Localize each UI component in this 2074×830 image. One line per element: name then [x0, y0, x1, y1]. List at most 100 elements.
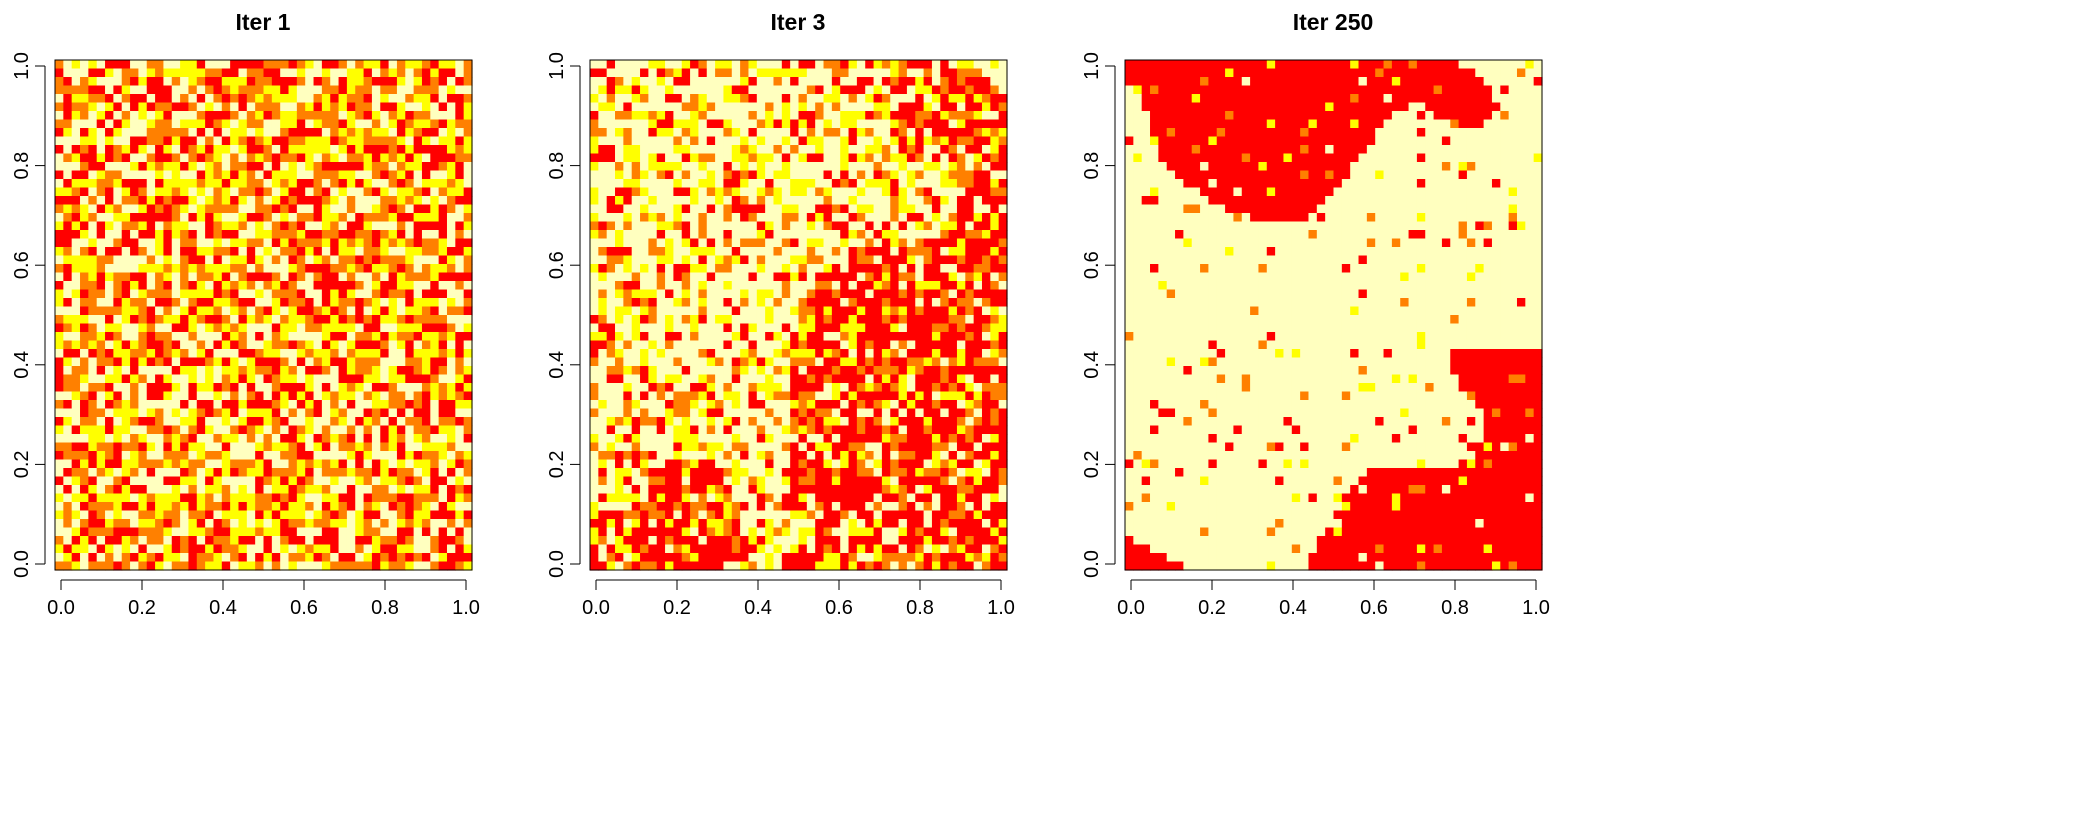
- heatmap-cell: [413, 434, 423, 444]
- heatmap-cell: [405, 306, 415, 316]
- heatmap-cell: [80, 289, 89, 299]
- heatmap-cell: [773, 264, 783, 274]
- heatmap-cell: [965, 179, 975, 189]
- heatmap-cell: [188, 476, 198, 486]
- heatmap-cell: [631, 238, 641, 248]
- heatmap-cell: [388, 374, 398, 384]
- heatmap-cell: [263, 468, 273, 478]
- heatmap-cell: [405, 536, 415, 546]
- heatmap-cell: [305, 544, 315, 554]
- heatmap-cell: [990, 366, 1000, 376]
- heatmap-cell: [615, 145, 624, 155]
- heatmap-cell: [806, 255, 816, 265]
- heatmap-cell: [640, 357, 649, 367]
- heatmap-cell: [806, 281, 816, 291]
- heatmap-cell: [155, 204, 165, 214]
- heatmap-cell: [881, 170, 891, 180]
- heatmap-cell: [196, 332, 206, 342]
- heatmap-cell: [246, 272, 256, 282]
- heatmap-cell: [606, 187, 616, 197]
- heatmap-cell: [355, 153, 365, 163]
- heatmap-cell: [338, 221, 348, 231]
- heatmap-cell: [63, 213, 73, 223]
- heatmap-cell: [188, 391, 198, 401]
- heatmap-cell: [915, 68, 925, 78]
- heatmap-cell: [865, 170, 875, 180]
- heatmap-cell: [80, 264, 89, 274]
- heatmap-cell: [956, 128, 966, 138]
- heatmap-cell: [296, 179, 306, 189]
- heatmap-cell: [388, 136, 398, 146]
- heatmap-cell: [690, 323, 700, 333]
- heatmap-cell: [923, 247, 933, 257]
- heatmap-cell: [255, 519, 265, 529]
- heatmap-cell: [598, 60, 608, 70]
- heatmap-cell: [790, 221, 800, 231]
- heatmap-cell: [640, 238, 649, 248]
- heatmap-cell: [590, 357, 599, 367]
- heatmap-cell: [146, 306, 156, 316]
- heatmap-cell: [313, 179, 323, 189]
- heatmap-cell: [723, 60, 733, 70]
- heatmap-cell: [388, 451, 398, 461]
- heatmap-cell: [455, 391, 465, 401]
- heatmap-cell: [455, 400, 465, 410]
- heatmap-cell: [180, 213, 190, 223]
- heatmap-cell: [906, 196, 916, 206]
- heatmap-cell: [438, 204, 448, 214]
- heatmap-cell: [180, 349, 190, 359]
- heatmap-cell: [163, 281, 173, 291]
- heatmap-cell: [965, 366, 975, 376]
- heatmap-cell: [155, 315, 165, 325]
- heatmap-cell: [96, 417, 106, 427]
- heatmap-cell: [931, 340, 941, 350]
- heatmap-cell: [973, 136, 983, 146]
- heatmap-cell: [88, 391, 98, 401]
- heatmap-cell: [288, 468, 298, 478]
- heatmap-cell: [405, 357, 415, 367]
- heatmap-cell: [113, 196, 123, 206]
- heatmap-cell: [681, 128, 691, 138]
- heatmap-cell: [848, 204, 858, 214]
- heatmap-cell: [706, 213, 716, 223]
- heatmap-cell: [338, 247, 348, 257]
- heatmap-cell: [355, 272, 365, 282]
- heatmap-cell: [990, 323, 1000, 333]
- heatmap-cell: [948, 315, 958, 325]
- heatmap-cell: [421, 187, 431, 197]
- heatmap-cell: [998, 68, 1008, 78]
- heatmap-cell: [421, 255, 431, 265]
- heatmap-cell: [463, 519, 473, 529]
- heatmap-cell: [765, 77, 775, 87]
- heatmap-cell: [371, 128, 381, 138]
- heatmap-cell: [338, 204, 348, 214]
- heatmap-cell: [238, 553, 248, 563]
- heatmap-cell: [355, 128, 365, 138]
- heatmap-cell: [388, 145, 398, 155]
- heatmap-cell: [765, 289, 775, 299]
- heatmap-cell: [271, 136, 281, 146]
- heatmap-cell: [673, 238, 683, 248]
- heatmap-cell: [823, 60, 833, 70]
- heatmap-cell: [388, 425, 398, 435]
- heatmap-cell: [590, 179, 599, 189]
- heatmap-cell: [80, 60, 89, 70]
- heatmap-cell: [690, 306, 700, 316]
- heatmap-cell: [371, 451, 381, 461]
- heatmap-cell: [246, 153, 256, 163]
- heatmap-cell: [146, 340, 156, 350]
- heatmap-cell: [305, 553, 315, 563]
- heatmap-cell: [413, 451, 423, 461]
- heatmap-cell: [130, 451, 139, 461]
- heatmap-cell: [756, 306, 766, 316]
- heatmap-cell: [180, 255, 190, 265]
- heatmap-cell: [823, 323, 833, 333]
- heatmap-cell: [965, 187, 975, 197]
- heatmap-cell: [438, 434, 448, 444]
- heatmap-cell: [840, 85, 850, 95]
- heatmap-cell: [790, 281, 800, 291]
- heatmap-cell: [363, 400, 373, 410]
- heatmap-cell: [640, 391, 649, 401]
- heatmap-cell: [196, 485, 206, 495]
- heatmap-cell: [71, 442, 81, 452]
